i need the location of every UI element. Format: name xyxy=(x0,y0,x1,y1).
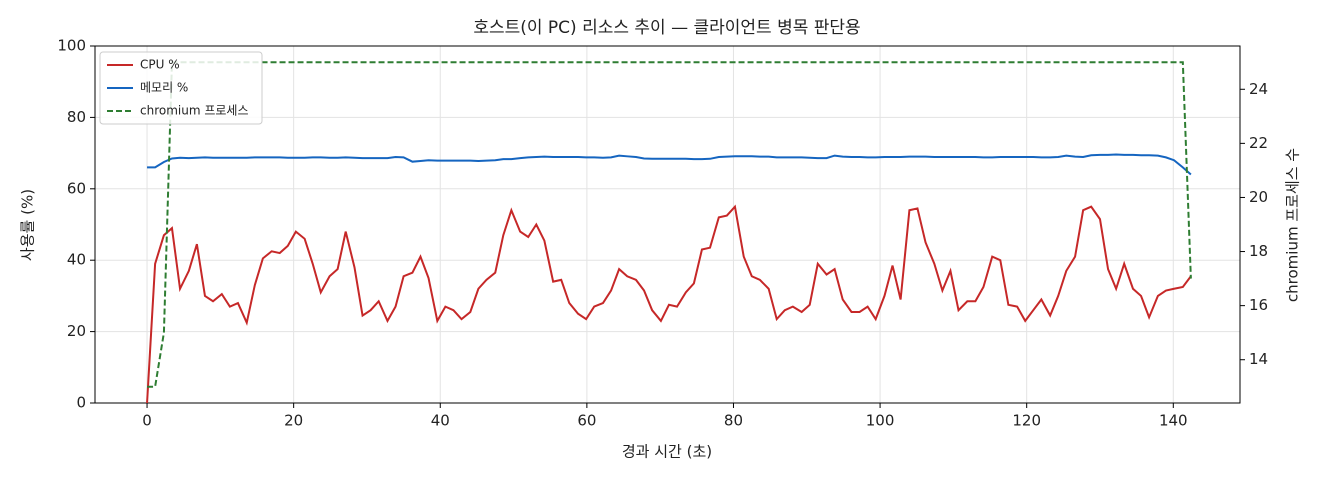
x-tick-label: 80 xyxy=(724,412,743,430)
y2-tick-label: 18 xyxy=(1249,242,1268,260)
y2-tick-label: 16 xyxy=(1249,296,1268,314)
plot-frame xyxy=(94,45,1241,404)
legend-label: chromium 프로세스 xyxy=(140,104,249,118)
y-tick-label: 20 xyxy=(67,322,86,340)
y-axis-label: 사용률 (%) xyxy=(19,189,37,261)
y2-tick-label: 14 xyxy=(1249,350,1268,368)
y-tick-label: 40 xyxy=(67,251,86,269)
x-tick-label: 120 xyxy=(1012,412,1041,430)
legend-box xyxy=(99,51,263,125)
y-tick-label: 0 xyxy=(76,394,86,412)
y-tick-label: 80 xyxy=(67,108,86,126)
x-tick-label: 20 xyxy=(284,412,303,430)
x-axis-label: 경과 시간 (초) xyxy=(622,443,712,461)
chart-title: 호스트(이 PC) 리소스 추이 — 클라이언트 병목 판단용 xyxy=(473,18,860,38)
y2-tick-label: 22 xyxy=(1249,134,1268,152)
series-line xyxy=(146,204,1192,404)
series-line xyxy=(147,153,1192,176)
y2-tick-label: 24 xyxy=(1249,80,1268,98)
x-tick-label: 40 xyxy=(431,412,450,430)
x-tick-label: 0 xyxy=(142,412,152,430)
y-tick-label: 60 xyxy=(67,179,86,197)
series-line xyxy=(147,61,1192,388)
y2-axis-label: chromium 프로세스 수 xyxy=(1284,148,1302,302)
y2-tick-label: 20 xyxy=(1249,188,1268,206)
x-tick-label: 140 xyxy=(1159,412,1188,430)
x-tick-label: 100 xyxy=(866,412,895,430)
x-tick-label: 60 xyxy=(577,412,596,430)
legend-label: CPU % xyxy=(140,58,180,72)
y-tick-label: 100 xyxy=(57,37,86,55)
legend-label: 메모리 % xyxy=(140,81,188,95)
